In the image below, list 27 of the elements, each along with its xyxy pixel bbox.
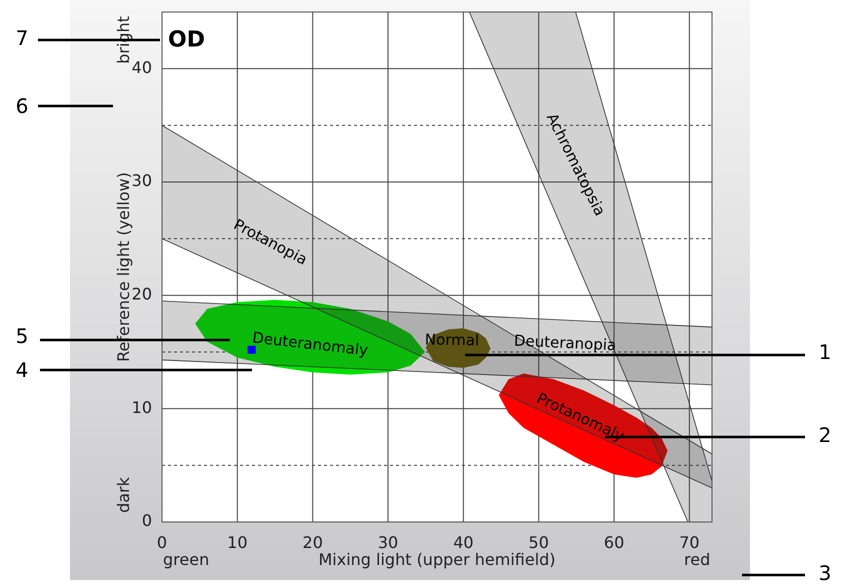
text: red (684, 550, 710, 570)
x-tick-label: 10 (227, 532, 248, 552)
text: dark (114, 476, 134, 513)
annotation: Deuteranopia (514, 332, 617, 354)
y-tick-label: 20 (132, 284, 152, 304)
x-tick-label: 60 (604, 532, 624, 552)
x-axis-title: Mixing light (upper hemifield) (318, 550, 556, 570)
x-tick-label: 30 (378, 532, 398, 552)
text: 5 (16, 324, 28, 348)
text: OD (168, 28, 205, 53)
x-tick-label: 20 (302, 532, 323, 552)
text: 4 (16, 358, 28, 382)
y-tick-label: 0 (142, 511, 152, 530)
x-tick-label: 40 (453, 532, 474, 552)
text: 3 (818, 561, 832, 584)
x-tick-label: 0 (156, 532, 168, 552)
text: 7 (16, 26, 28, 50)
x-tick-label: 70 (679, 532, 700, 552)
y-tick-label: 40 (132, 58, 152, 77)
annotation: 2 (818, 423, 832, 448)
text: green (163, 550, 210, 570)
x-tick-label: 50 (528, 532, 549, 552)
y-tick-label: 10 (132, 398, 152, 417)
y-tick-label: 30 (132, 171, 152, 190)
y-axis-title: Reference light (yellow) (114, 172, 134, 362)
text: 6 (16, 94, 28, 118)
text: 1 (818, 340, 832, 364)
